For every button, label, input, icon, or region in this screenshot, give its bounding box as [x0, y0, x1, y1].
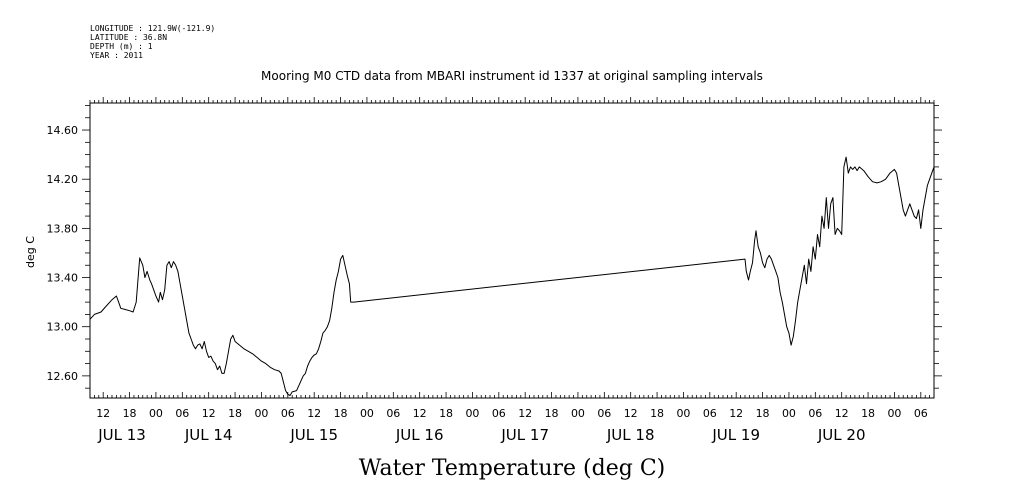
y-axis-label: deg C — [24, 236, 37, 268]
x-tick-label: 18 — [334, 407, 348, 420]
x-tick-label: 12 — [624, 407, 638, 420]
x-tick-label: 18 — [228, 407, 242, 420]
y-tick-label: 12.60 — [47, 370, 79, 383]
plot-frame — [89, 102, 935, 399]
x-tick-label: 00 — [676, 407, 690, 420]
x-tick-label: 06 — [281, 407, 295, 420]
x-tick-label: 12 — [413, 407, 427, 420]
metadata-block: LONGITUDE : 121.9W(-121.9) LATITUDE : 36… — [90, 24, 215, 60]
x-axis-label: Water Temperature (deg C) — [359, 456, 666, 481]
x-date-label: JUL 15 — [289, 426, 338, 444]
x-tick-label: 18 — [756, 407, 770, 420]
axis-ticks — [82, 97, 942, 398]
y-tick-label: 14.20 — [47, 173, 79, 186]
x-tick-label: 06 — [808, 407, 822, 420]
x-tick-label: 12 — [518, 407, 532, 420]
x-tick-label: 18 — [123, 407, 137, 420]
meta-longitude: LONGITUDE : 121.9W(-121.9) — [90, 24, 215, 33]
x-tick-label: 12 — [307, 407, 321, 420]
y-tick-label: 13.00 — [47, 321, 79, 334]
y-tick-labels: 12.60 13.00 13.40 13.80 14.20 14.60 — [47, 124, 79, 383]
x-tick-label: 18 — [545, 407, 559, 420]
y-tick-label: 13.40 — [47, 272, 79, 285]
x-tick-label: 12 — [729, 407, 743, 420]
x-date-label: JUL 19 — [711, 426, 760, 444]
meta-depth: DEPTH (m) : 1 — [90, 42, 153, 51]
x-date-label: JUL 14 — [184, 426, 233, 444]
series-group — [89, 156, 935, 396]
x-tick-label: 00 — [782, 407, 796, 420]
plot-area — [89, 102, 935, 399]
x-date-label: JUL 18 — [606, 426, 655, 444]
x-tick-label: 06 — [597, 407, 611, 420]
x-tick-label: 12 — [202, 407, 216, 420]
y-tick-label: 13.80 — [47, 222, 79, 235]
x-tick-label: 12 — [96, 407, 110, 420]
series-line — [89, 156, 935, 396]
x-tick-label: 00 — [360, 407, 374, 420]
x-tick-label: 06 — [492, 407, 506, 420]
x-tick-label: 18 — [650, 407, 664, 420]
x-tick-label: 00 — [254, 407, 268, 420]
meta-year: YEAR : 2011 — [90, 51, 143, 60]
x-tick-label: 00 — [887, 407, 901, 420]
y-tick-label: 14.60 — [47, 124, 79, 137]
x-tick-labels: 12 18 00 06 12 18 00 06 12 18 00 06 12 18 00 06 12 18 00 06… — [96, 407, 928, 420]
x-tick-label: 06 — [703, 407, 717, 420]
x-tick-label: 06 — [386, 407, 400, 420]
x-date-label: JUL 17 — [500, 426, 549, 444]
chart-title: Mooring M0 CTD data from MBARI instrumen… — [261, 69, 763, 83]
x-tick-label: 12 — [835, 407, 849, 420]
x-date-labels: JUL 13 JUL 14 JUL 15 JUL 16 JUL 17 JUL 18 JUL … — [97, 426, 865, 444]
x-tick-label: 00 — [149, 407, 163, 420]
x-tick-label: 18 — [861, 407, 875, 420]
x-tick-label: 06 — [914, 407, 928, 420]
x-tick-label: 00 — [465, 407, 479, 420]
x-date-label: JUL 20 — [817, 426, 866, 444]
x-tick-label: 06 — [175, 407, 189, 420]
x-tick-label: 18 — [439, 407, 453, 420]
x-tick-label: 00 — [571, 407, 585, 420]
meta-latitude: LATITUDE : 36.8N — [90, 33, 167, 42]
x-date-label: JUL 13 — [97, 426, 146, 444]
x-date-label: JUL 16 — [395, 426, 444, 444]
